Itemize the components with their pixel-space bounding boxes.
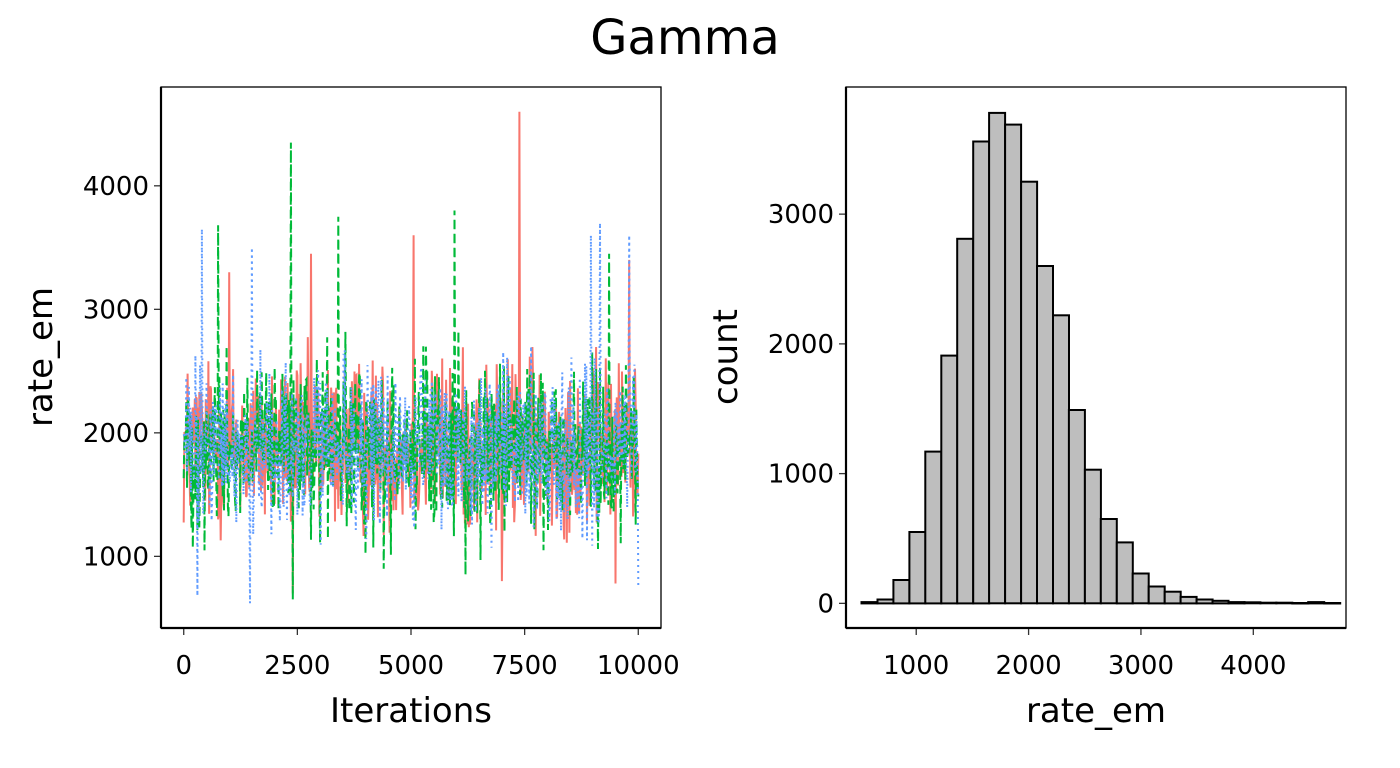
histogram-y-tick-label: 1000	[768, 460, 834, 490]
histogram-axes: 1000 2000 3000 4000 0 1000 2000 3000	[768, 87, 1346, 681]
histogram-y-tick-label: 0	[817, 589, 834, 619]
histogram-bar	[1147, 585, 1166, 605]
trace-series-group	[182, 111, 640, 604]
trace-plot: 0 2500 5000 7500 10000 1000 2000 3000 4000 Itera…	[21, 86, 680, 731]
histogram-x-tick-label: 3000	[1108, 651, 1174, 681]
histogram-bar	[1115, 541, 1134, 605]
histogram-bar	[1291, 602, 1310, 605]
trace-x-tick-label: 5000	[378, 651, 444, 681]
histogram-bar	[892, 579, 911, 605]
histogram-x-tick-label: 4000	[1220, 651, 1286, 681]
histogram-bar	[1243, 601, 1262, 605]
histogram-bar	[1227, 601, 1246, 605]
histogram-bar	[1083, 468, 1102, 605]
trace-y-tick-label: 3000	[83, 295, 149, 325]
histogram-bar	[1067, 409, 1086, 605]
trace-y-tick-label: 4000	[83, 172, 149, 202]
histogram-x-axis-title: rate_em	[1026, 691, 1166, 731]
histogram-bar	[988, 111, 1007, 605]
trace-x-tick-label: 10000	[597, 651, 680, 681]
histogram-bar	[940, 354, 959, 605]
trace-x-tick-label: 2500	[264, 651, 330, 681]
histogram-bar	[1099, 518, 1118, 605]
histogram-bar	[860, 601, 879, 605]
histogram-y-tick-label: 3000	[768, 200, 834, 230]
histogram-bar	[972, 140, 991, 605]
trace-x-tick-label: 7500	[492, 651, 558, 681]
histogram-bar	[1036, 265, 1054, 605]
histogram-bar	[924, 450, 943, 605]
histogram-bar	[1307, 601, 1326, 605]
trace-plot-panel	[160, 86, 662, 629]
histogram-bars-group	[860, 111, 1342, 605]
histogram-bar	[1052, 314, 1070, 605]
histogram-bar	[908, 531, 927, 605]
histogram-y-axis-title: count	[706, 309, 746, 405]
histogram-bar	[1211, 599, 1230, 605]
histogram-x-tick-label: 1000	[883, 651, 949, 681]
trace-y-axis-title: rate_em	[21, 287, 61, 427]
trace-y-tick-label: 1000	[83, 542, 149, 572]
histogram-bar	[1275, 601, 1294, 605]
trace-x-tick-label: 0	[175, 651, 192, 681]
histogram-bar	[1259, 601, 1278, 605]
histogram-x-tick-label: 2000	[995, 651, 1061, 681]
trace-y-tick-label: 2000	[83, 419, 149, 449]
histogram-plot: 1000 2000 3000 4000 0 1000 2000 3000 rate_em co…	[706, 86, 1347, 731]
figure-title: Gamma	[590, 10, 780, 66]
histogram-bar	[1195, 598, 1214, 605]
trace-x-axis-title: Iterations	[330, 691, 492, 731]
histogram-bar	[956, 237, 975, 605]
histogram-bar	[1163, 590, 1182, 605]
trace-series-3	[182, 222, 640, 604]
histogram-bar	[876, 598, 895, 605]
trace-axes: 0 2500 5000 7500 10000 1000 2000 3000 4000	[83, 87, 680, 681]
histogram-y-tick-label: 2000	[768, 330, 834, 360]
histogram-bar	[1179, 595, 1198, 605]
histogram-bar	[1323, 602, 1342, 605]
histogram-bar	[1004, 123, 1023, 605]
histogram-bar	[1131, 572, 1150, 605]
histogram-bar	[1020, 180, 1039, 605]
